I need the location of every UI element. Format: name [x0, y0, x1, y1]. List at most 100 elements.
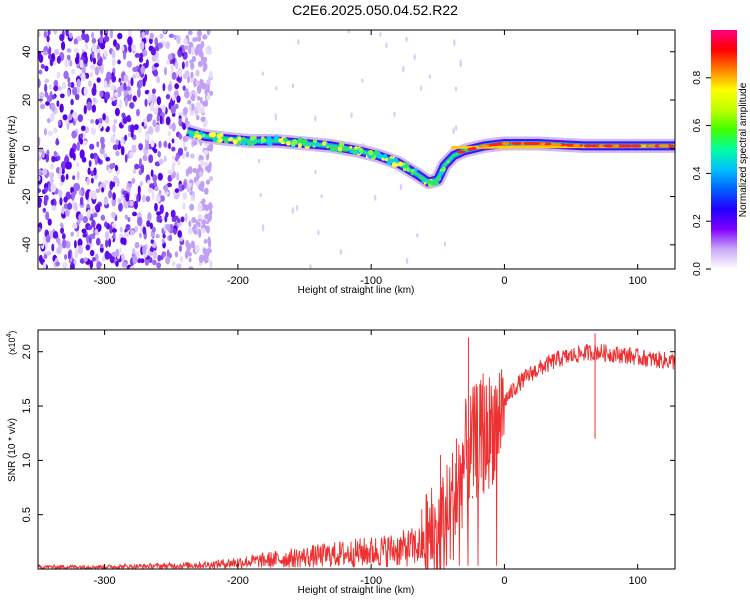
snr-y-tick-label: 2.0 — [21, 344, 33, 359]
noise-speck — [191, 89, 196, 96]
noise-speck — [71, 68, 76, 75]
noise-speck — [91, 52, 95, 59]
ridge-hot-blob — [629, 144, 640, 148]
spectrogram-y-tick-label: -40 — [21, 237, 33, 253]
ridge-blob — [266, 135, 272, 141]
noise-speck — [171, 94, 176, 102]
ridge-blob — [352, 150, 358, 155]
noise-speck — [148, 154, 154, 163]
noise-speck — [67, 76, 71, 84]
ridge-hot-blob — [603, 144, 613, 148]
noise-speck — [347, 30, 350, 34]
noise-speck — [168, 33, 175, 39]
noise-speck — [181, 152, 186, 160]
noise-speck — [198, 228, 202, 239]
noise-speck — [165, 94, 171, 100]
noise-speck — [42, 235, 47, 242]
noise-speck — [90, 64, 96, 71]
noise-speck — [192, 37, 197, 43]
noise-speck — [175, 263, 182, 269]
noise-speck — [191, 93, 196, 102]
noise-speck — [117, 59, 121, 65]
noise-speck — [46, 35, 50, 43]
snr-scale-label: (x104) — [6, 331, 17, 355]
noise-speck — [44, 91, 49, 98]
noise-speck — [166, 249, 170, 257]
noise-speck — [138, 79, 143, 87]
noise-speck — [45, 234, 51, 243]
noise-speck — [59, 93, 65, 99]
noise-speck — [172, 170, 176, 179]
noise-speck — [187, 99, 192, 105]
noise-speck — [179, 256, 184, 263]
noise-speck — [114, 107, 120, 117]
noise-speck — [92, 57, 97, 65]
ridge-blob — [389, 156, 393, 159]
noise-speck — [67, 89, 71, 97]
noise-speck — [176, 95, 181, 103]
noise-speck — [56, 100, 60, 107]
noise-speck — [157, 254, 162, 262]
noise-speck — [190, 45, 196, 56]
ridge-blob — [447, 160, 450, 164]
noise-speck — [129, 266, 136, 269]
noise-speck — [339, 248, 343, 255]
noise-speck — [180, 216, 185, 223]
noise-speck — [92, 191, 97, 200]
noise-speck — [91, 86, 97, 96]
noise-speck — [80, 125, 86, 132]
noise-speck — [145, 195, 151, 202]
noise-speck — [74, 249, 79, 259]
noise-speck — [100, 136, 105, 145]
noise-speck — [261, 223, 265, 232]
noise-speck — [44, 65, 49, 72]
noise-speck — [73, 38, 78, 45]
noise-speck — [171, 122, 176, 132]
ridge-hot-blob — [554, 143, 562, 147]
noise-speck — [188, 41, 194, 48]
noise-speck — [200, 116, 206, 122]
noise-speck — [192, 140, 198, 146]
snr-x-axis-label: Height of straight line (km) — [298, 585, 415, 596]
noise-speck — [152, 119, 157, 128]
noise-speck — [314, 169, 317, 175]
noise-speck — [112, 144, 119, 151]
noise-speck — [104, 250, 110, 260]
noise-speck — [49, 163, 55, 170]
noise-speck — [163, 155, 167, 163]
noise-speck — [92, 256, 96, 262]
noise-speck — [144, 143, 150, 150]
noise-speck — [69, 262, 75, 269]
noise-speck — [454, 125, 458, 131]
noise-speck — [96, 262, 102, 267]
noise-speck — [72, 222, 78, 229]
ridge-hot-blob — [467, 147, 473, 151]
noise-speck — [118, 247, 122, 253]
noise-speck — [209, 90, 214, 96]
noise-speck — [142, 154, 148, 162]
noise-speck — [195, 80, 201, 86]
noise-speck — [62, 114, 68, 121]
noise-speck — [138, 157, 142, 168]
spectrogram-x-axis-label: Height of straight line (km) — [298, 285, 415, 296]
ridge-blob — [358, 148, 364, 153]
noise-speck — [74, 202, 78, 212]
ridge-blob — [382, 153, 388, 159]
noise-speck — [85, 190, 89, 201]
noise-speck — [76, 78, 81, 89]
noise-speck — [38, 169, 43, 175]
noise-speck — [157, 42, 163, 49]
noise-speck — [132, 66, 138, 73]
noise-speck — [69, 149, 75, 159]
noise-speck — [130, 124, 135, 134]
noise-speck — [134, 241, 140, 249]
noise-speck — [65, 209, 69, 217]
noise-speck — [162, 233, 166, 239]
noise-speck — [126, 114, 131, 123]
noise-speck — [209, 209, 213, 216]
ridge-blob — [312, 138, 317, 144]
noise-speck — [188, 257, 192, 263]
noise-speck — [45, 211, 50, 221]
noise-speck — [185, 60, 189, 68]
noise-speck — [43, 198, 48, 206]
